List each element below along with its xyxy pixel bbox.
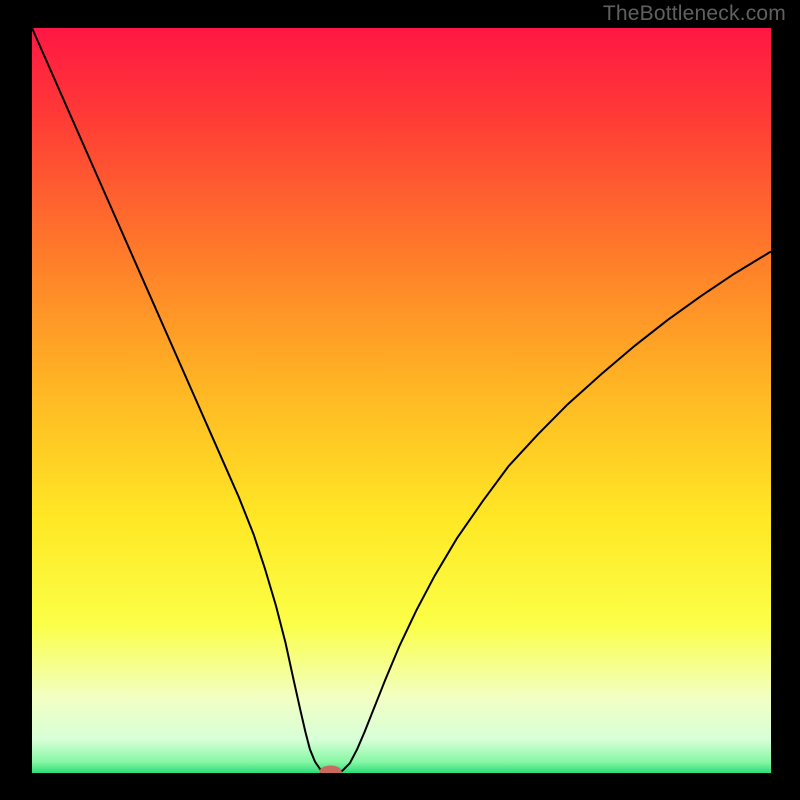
gradient-background: [32, 28, 771, 773]
bottleneck-chart: [32, 28, 771, 773]
watermark-text: TheBottleneck.com: [603, 2, 786, 26]
